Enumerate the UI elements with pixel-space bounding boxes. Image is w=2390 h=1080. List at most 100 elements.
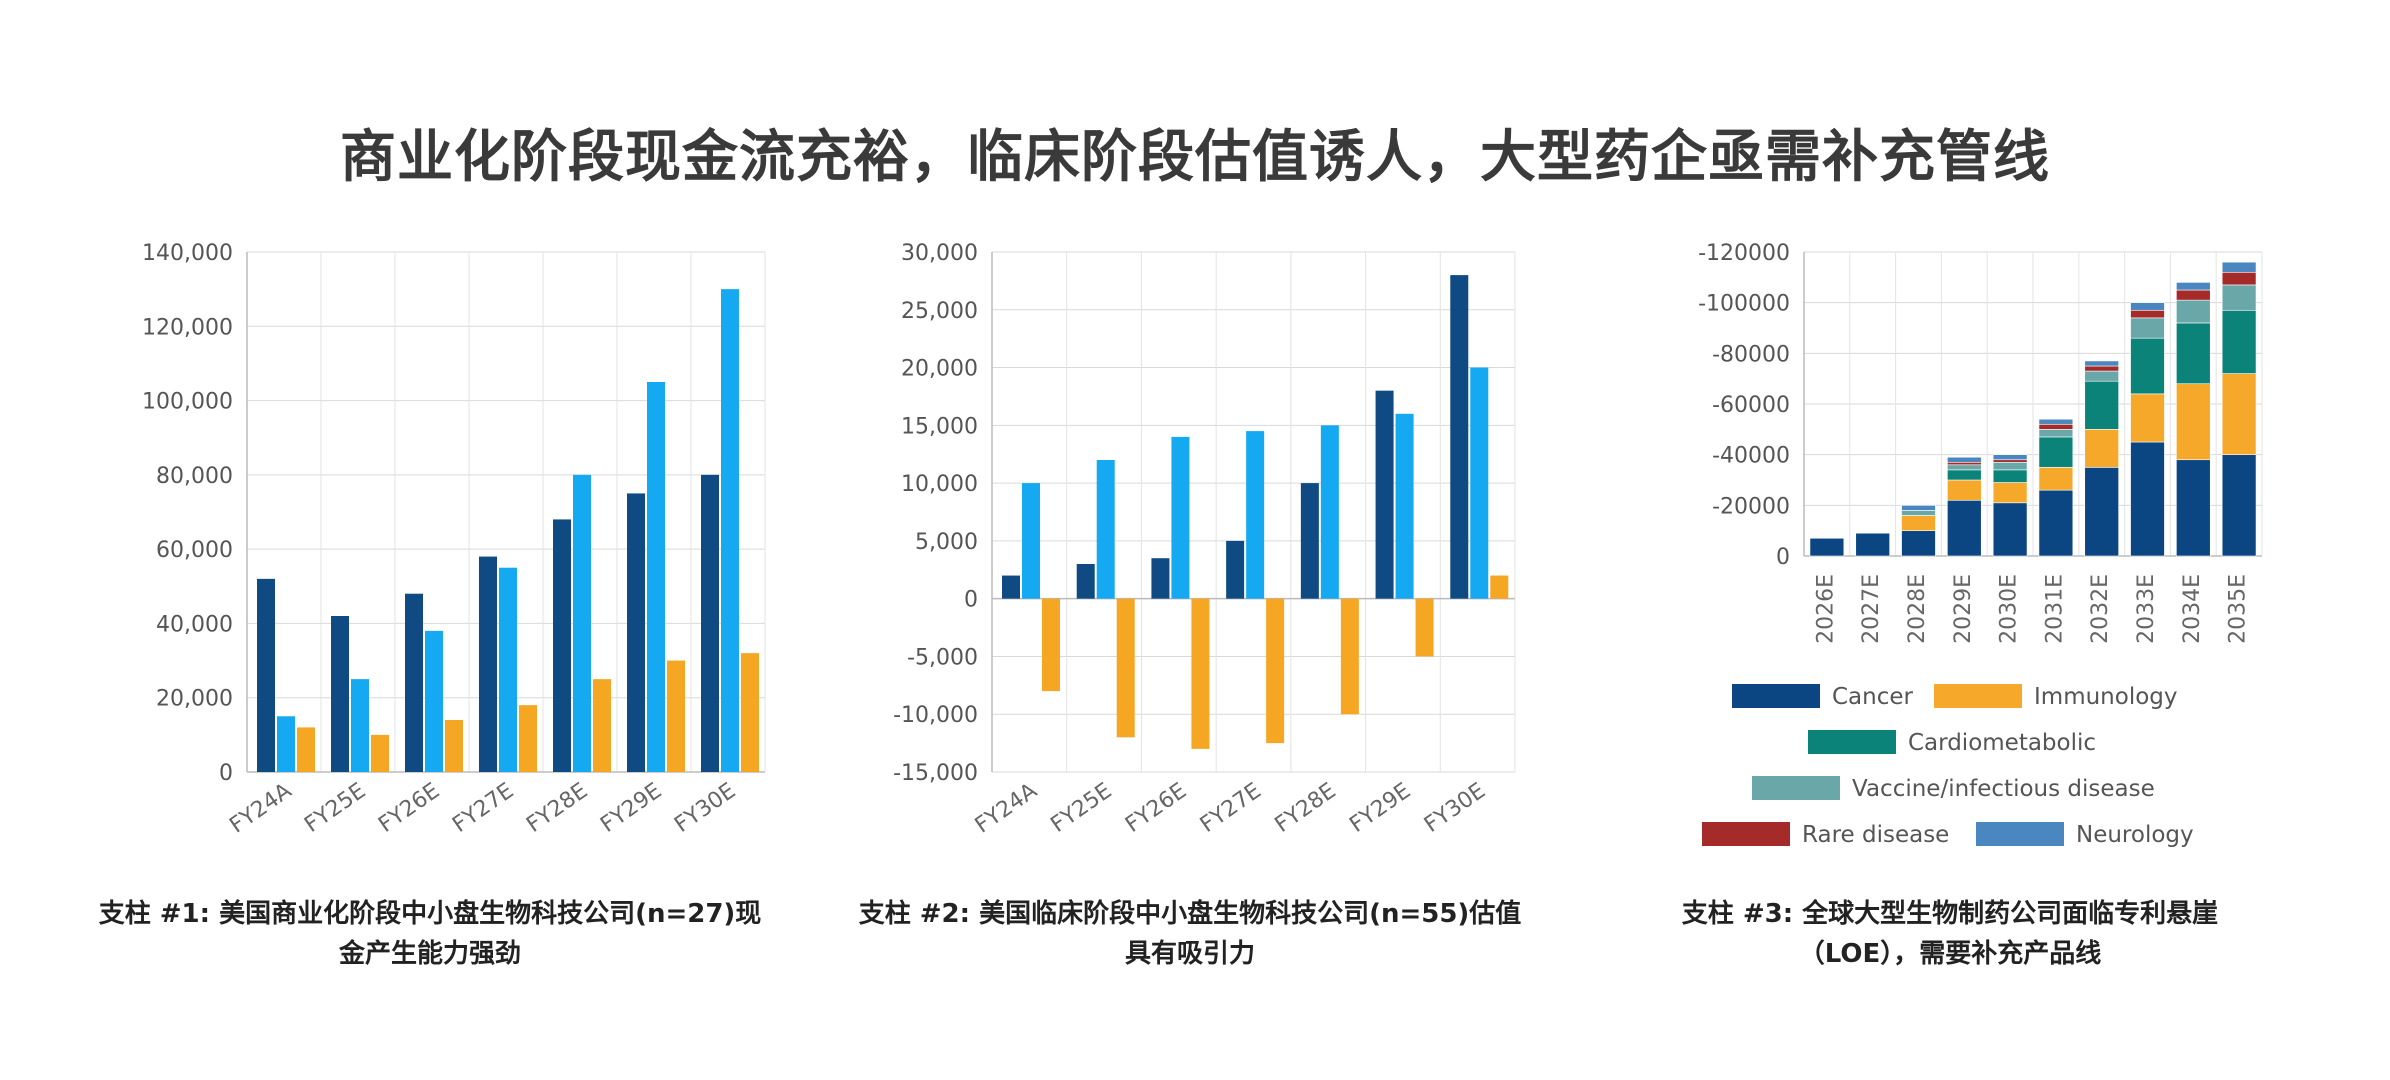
chart-2-bar [1266, 598, 1285, 744]
chart-2-bar [1375, 390, 1394, 599]
chart-2-bar [1042, 598, 1060, 692]
chart-3-ytick-label: -20000 [1712, 494, 1790, 519]
chart-3-bar-segment [1947, 464, 1982, 471]
chart-1-bar [405, 593, 423, 772]
chart-1-ytick-label: 0 [219, 761, 233, 786]
chart-2-bar [1076, 564, 1095, 599]
chart-1-ytick-label: 140,000 [142, 241, 233, 266]
chart-3-legend-label: Rare disease [1802, 822, 1949, 848]
chart-3-bar-segment [2130, 337, 2165, 395]
chart-3-bar-segment [2038, 489, 2074, 557]
chart-2-ytick-label: 0 [964, 588, 978, 613]
chart-2-ytick-label: 25,000 [901, 299, 978, 324]
chart-1-caption: 支柱 #1: 美国商业化阶段中小盘生物科技公司(n=27)现 金产生能力强劲 [80, 894, 780, 974]
chart-3-ytick-label: 0 [1776, 545, 1790, 570]
chart-3-bar-segment [2084, 360, 2119, 367]
chart-1-bar [667, 660, 685, 772]
chart-2-bar [1320, 425, 1339, 599]
chart-1-ytick-label: 40,000 [156, 612, 233, 637]
chart-3-bar-segment [2038, 423, 2074, 430]
chart-2-bar [1002, 575, 1020, 599]
chart-3-ytick-label: -40000 [1712, 444, 1790, 469]
chart-1-ytick-label: 120,000 [142, 315, 233, 340]
chart-3-bar-segment [2084, 370, 2119, 382]
chart-1-ytick-label: 100,000 [142, 390, 233, 415]
chart-3-bar-segment [2221, 271, 2257, 286]
chart-3-caption-line-1: 支柱 #3: 全球大型生物制药公司面临专利悬崖 [1681, 899, 2219, 929]
chart-3-xtick-label: 2028E [1905, 574, 1930, 644]
chart-2-caption: 支柱 #2: 美国临床阶段中小盘生物科技公司(n=55)估值 具有吸引力 [830, 894, 1550, 974]
chart-2-ytick-label: 15,000 [901, 414, 978, 439]
chart-3-bar-segment [2221, 309, 2257, 374]
chart-1-bar [425, 630, 443, 772]
chart-1-bar [297, 727, 315, 772]
chart-2-bar [1395, 413, 1414, 599]
chart-2-ytick-label: 5,000 [915, 530, 978, 555]
chart-2-ytick-label: 20,000 [901, 357, 978, 382]
chart-1-bar [371, 734, 389, 772]
chart-3-xtick-label: 2032E [2088, 574, 2113, 644]
chart-1-bar [741, 653, 759, 772]
chart-1-caption-line-2: 金产生能力强劲 [338, 939, 521, 969]
chart-2-bar [1171, 436, 1190, 599]
chart-3-bar-segment [1901, 505, 1936, 511]
chart-1-bar [593, 679, 611, 772]
chart-2-ytick-label: -15,000 [893, 761, 978, 786]
chart-2-ytick-label: -5,000 [907, 645, 978, 670]
chart-3-bar-segment [2038, 429, 2074, 438]
chart-2-ytick-label: -10,000 [893, 703, 978, 728]
chart-3-bar-segment [2038, 418, 2074, 425]
chart-3-xtick-label: 2035E [2226, 574, 2251, 644]
chart-2-ytick-label: 10,000 [901, 472, 978, 497]
chart-1-caption-line-1: 支柱 #1: 美国商业化阶段中小盘生物科技公司(n=27)现 [98, 899, 762, 929]
chart-3-bar-segment [1809, 537, 1845, 557]
chart-1-bar [445, 720, 463, 772]
chart-2-bar [1226, 540, 1245, 599]
chart-3-bar-segment [2176, 459, 2211, 557]
chart-2-ytick-label: 30,000 [901, 241, 978, 266]
chart-3-legend-swatch [1732, 684, 1820, 708]
chart-3-bar-segment [2130, 309, 2165, 319]
chart-3-bar-segment [1992, 461, 2028, 471]
chart-1-bar [721, 289, 739, 772]
chart-3-xtick-label: 2029E [1951, 574, 1976, 644]
chart-3-ytick-label: -60000 [1712, 393, 1790, 418]
chart-2-bar [1246, 431, 1265, 599]
chart-3-caption-line-2: （LOE），需要补充产品线 [1798, 939, 2102, 969]
chart-3-legend-label: Neurology [2076, 822, 2194, 848]
chart-3-legend-swatch [1702, 822, 1790, 846]
chart-3-bar-segment [2130, 302, 2165, 311]
chart-3-xtick-label: 2027E [1859, 574, 1884, 644]
chart-3-ytick-label: -100000 [1698, 292, 1790, 317]
chart-3-bar-segment [1901, 530, 1936, 557]
chart-1-bar [499, 567, 517, 772]
chart-3-bar-segment [2130, 441, 2165, 557]
chart-1-ytick-label: 80,000 [156, 464, 233, 489]
chart-2-bar [1151, 558, 1170, 599]
chart-3-legend-label: Vaccine/infectious disease [1852, 776, 2155, 802]
chart-2-bar [1300, 483, 1319, 599]
chart-2-bar [1116, 598, 1135, 738]
chart-1-bar [277, 716, 295, 772]
chart-1-bar [257, 578, 275, 772]
chart-3-legend-swatch [1808, 730, 1896, 754]
chart-2-bar [1096, 460, 1115, 599]
chart-1-bar [627, 493, 645, 772]
chart-3-legend-swatch [1934, 684, 2022, 708]
chart-2-caption-line-1: 支柱 #2: 美国临床阶段中小盘生物科技公司(n=55)估值 [858, 899, 1522, 929]
chart-3-bar-segment [2176, 383, 2211, 461]
chart-3-bar-segment [1901, 515, 1936, 531]
chart-3-legend-label: Immunology [2034, 684, 2178, 710]
chart-1-bar [479, 556, 497, 772]
chart-3-caption: 支柱 #3: 全球大型生物制药公司面临专利悬崖 （LOE），需要补充产品线 [1630, 894, 2270, 974]
chart-3-bar-segment [1855, 532, 1890, 557]
chart-3-bar-segment [2130, 317, 2165, 339]
chart-3-bar-segment [2221, 261, 2257, 273]
chart-2-bar [1490, 575, 1509, 599]
chart-3-ytick-label: -80000 [1712, 342, 1790, 367]
chart-3-bar-segment [2176, 282, 2211, 291]
chart-3-bar-segment [1947, 461, 1982, 466]
chart-3-bar-segment [1992, 482, 2028, 504]
